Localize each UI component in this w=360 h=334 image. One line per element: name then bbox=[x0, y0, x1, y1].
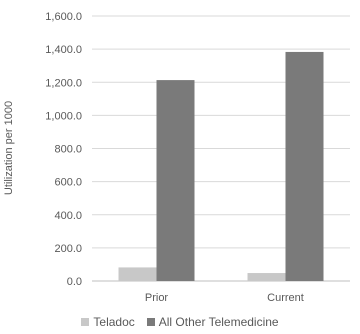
legend-swatch-other bbox=[146, 318, 155, 326]
y-axis-ticks: 0.0 200.0 400.0 600.0 800.0 1,000.0 1,200.0 1,4… bbox=[45, 11, 82, 288]
bar-teladoc-current bbox=[247, 273, 286, 281]
legend-swatch-teladoc bbox=[81, 318, 90, 326]
bar-all-other-telemedicine-prior bbox=[156, 80, 195, 281]
legend: Teladoc All Other Telemedicine bbox=[0, 314, 360, 330]
x-tick-label: Current bbox=[267, 292, 304, 304]
y-tick-label: 1,600.0 bbox=[45, 11, 82, 23]
gridlines bbox=[92, 15, 350, 282]
y-tick-label: 1,000.0 bbox=[45, 110, 82, 122]
legend-label-other: All Other Telemedicine bbox=[158, 315, 279, 329]
y-tick-label: 1,200.0 bbox=[45, 77, 82, 89]
y-axis-title: Utilization per 1000 bbox=[3, 101, 15, 195]
y-tick-label: 1,400.0 bbox=[45, 44, 82, 56]
bars bbox=[118, 51, 324, 281]
bar-all-other-telemedicine-current bbox=[285, 51, 324, 281]
y-tick-label: 800.0 bbox=[54, 144, 82, 156]
y-tick-label: 400.0 bbox=[54, 210, 82, 222]
legend-label-teladoc: Teladoc bbox=[93, 315, 135, 329]
x-tick-label: Prior bbox=[145, 292, 169, 304]
x-axis-ticks: Prior Current bbox=[145, 292, 304, 304]
y-tick-label: 0.0 bbox=[67, 276, 82, 288]
legend-item-teladoc: Teladoc bbox=[81, 315, 135, 329]
bar-teladoc-prior bbox=[118, 267, 157, 281]
legend-item-other: All Other Telemedicine bbox=[146, 315, 279, 329]
y-tick-label: 600.0 bbox=[54, 177, 82, 189]
y-tick-label: 200.0 bbox=[54, 243, 82, 255]
